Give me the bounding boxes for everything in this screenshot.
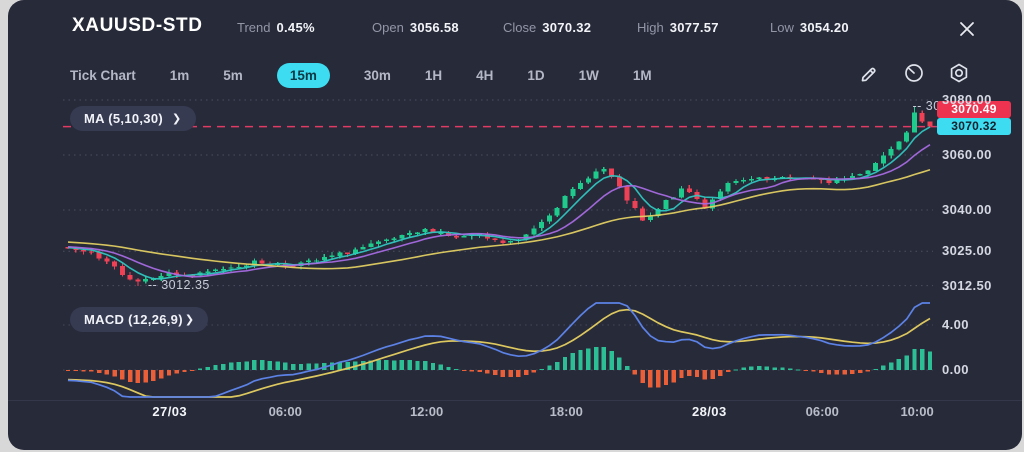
candlestick-chart[interactable] (8, 0, 1022, 450)
stat-value: 3077.57 (669, 20, 719, 35)
price-axis-label: 3080.00 (942, 92, 992, 107)
timeframe-tabs: Tick Chart 1m 5m 15m 30m 1H 4H 1D 1W 1M (70, 60, 652, 90)
settings-icon[interactable] (948, 62, 970, 84)
bid-price-badge: 3070.32 (937, 118, 1011, 136)
close-icon[interactable] (956, 18, 978, 40)
time-axis-label: 06:00 (805, 404, 839, 419)
time-axis-label: 12:00 (409, 404, 444, 419)
symbol-title: XAUUSD-STD (72, 15, 203, 36)
stat-low: Low 3054.20 (770, 20, 849, 35)
macd-axis-label: 4.00 (942, 317, 969, 332)
time-axis-label: 10:00 (900, 404, 934, 419)
price-axis-label: 3040.00 (942, 202, 992, 217)
macd-axis-label: 0.00 (942, 362, 969, 377)
stat-value: 3054.20 (799, 20, 849, 35)
chevron-right-icon: ❯ (184, 314, 195, 326)
ma-indicator-pill[interactable]: MA (5,10,30) ❯ (70, 106, 196, 131)
stat-value: 3056.58 (409, 20, 459, 35)
macd-indicator-pill[interactable]: MACD (12,26,9) ❯ (70, 307, 209, 332)
stat-value: 3070.32 (542, 20, 592, 35)
ask-price-badge: 3070.49 (937, 101, 1011, 119)
axis-divider (8, 400, 1022, 401)
stat-high: High 3077.57 (637, 20, 719, 35)
stat-label: Open (372, 20, 404, 35)
draw-icon[interactable] (858, 62, 880, 84)
tab-1m[interactable]: 1m (169, 67, 190, 83)
ma-indicator-label: MA (5,10,30) (84, 111, 163, 126)
stat-label: Close (503, 20, 537, 35)
stat-label: High (637, 20, 664, 35)
tab-4h[interactable]: 4H (476, 67, 494, 83)
stat-trend: Trend 0.45% (237, 20, 315, 35)
tab-1h[interactable]: 1H (424, 67, 443, 83)
tab-15m[interactable]: 15m (276, 62, 330, 88)
time-axis-label: 28/03 (692, 404, 727, 419)
tab-tick-chart[interactable]: Tick Chart (70, 67, 136, 83)
stat-open: Open 3056.58 (372, 20, 459, 35)
macd-indicator-label: MACD (12,26,9) (84, 312, 183, 327)
price-axis-label: 3060.00 (942, 147, 992, 162)
tab-1d[interactable]: 1D (527, 67, 545, 83)
time-axis-label: 27/03 (152, 404, 187, 419)
stat-label: Low (770, 20, 794, 35)
stat-close: Close 3070.32 (503, 20, 591, 35)
tab-30m[interactable]: 30m (363, 67, 391, 83)
price-axis-label: 3012.50 (942, 277, 992, 293)
stat-label: Trend (237, 20, 271, 35)
time-axis-label: 06:00 (268, 404, 302, 419)
chevron-right-icon: ❯ (171, 113, 182, 125)
stat-value: 0.45% (276, 20, 315, 35)
tab-5m[interactable]: 5m (223, 67, 243, 83)
tab-1w[interactable]: 1W (578, 67, 599, 83)
price-axis-label: 3025.00 (942, 243, 992, 259)
time-axis-label: 18:00 (549, 404, 583, 419)
chart-window: XAUUSD-STD Trend 0.45% Open 3056.58 Close 3… (8, 0, 1022, 450)
session-low-marker: -- 3012.35 (147, 278, 210, 293)
session-high-marker: -- 30 (912, 98, 941, 113)
chart-tools (858, 62, 970, 84)
gauge-icon[interactable] (903, 62, 925, 84)
tab-1m[interactable]: 1M (632, 67, 652, 83)
